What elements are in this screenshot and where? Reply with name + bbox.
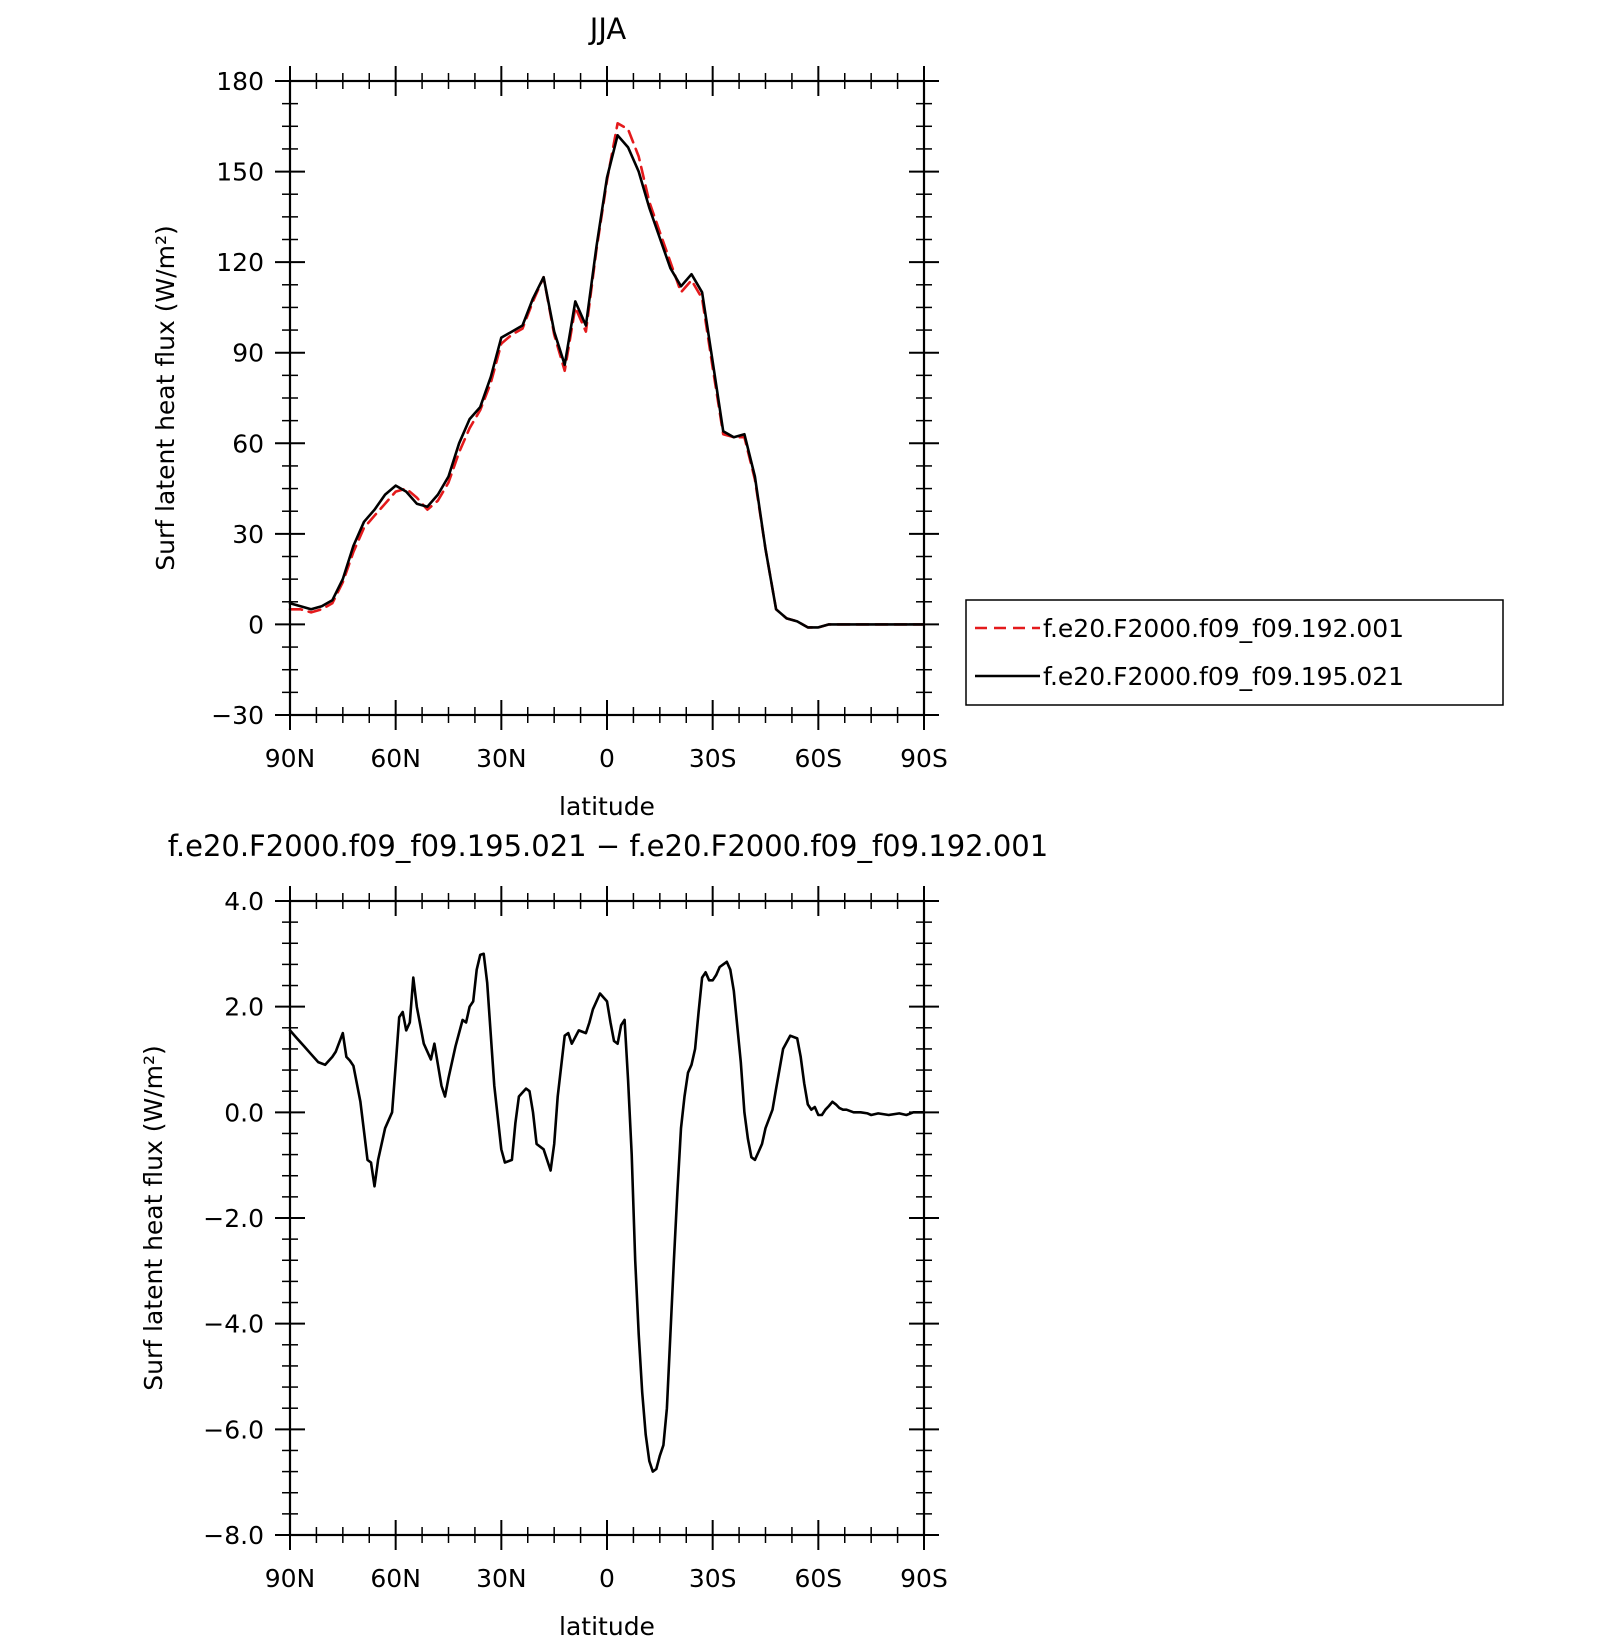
y-tick-label: −30 [211,701,264,730]
x-tick-label: 30S [689,1564,737,1593]
x-tick-label: 60N [370,1564,421,1593]
bottom-plot-frame [288,899,926,1537]
y-tick-label: −4.0 [203,1310,264,1339]
y-tick-label: 180 [216,67,264,96]
bottom-title: f.e20.F2000.f09_f09.195.021 − f.e20.F200… [168,829,1048,863]
top-plot-frame [288,79,926,717]
bottom-x-axis-label: latitude [559,1612,655,1641]
y-tick-label: 0 [248,610,264,639]
top-x-axis-label: latitude [559,792,655,821]
top-x-tick-labels: 90N 60N 30N 0 30S 60S 90S [265,744,948,773]
x-tick-label: 0 [599,1564,615,1593]
top-y-axis-label: Surf latent heat flux (W/m²) [151,225,180,570]
x-tick-label: 30N [476,744,527,773]
top-ticks [275,66,939,730]
x-tick-label: 60S [794,744,842,773]
x-tick-label: 90S [900,1564,948,1593]
x-tick-label: 0 [599,744,615,773]
x-tick-label: 60S [794,1564,842,1593]
legend-label-series-1: f.e20.F2000.f09_f09.192.001 [1043,614,1404,643]
y-tick-label: −8.0 [203,1521,264,1550]
bottom-panel: f.e20.F2000.f09_f09.195.021 − f.e20.F200… [139,829,1048,1641]
y-tick-label: −6.0 [203,1415,264,1444]
x-tick-label: 30N [476,1564,527,1593]
bottom-x-tick-labels: 90N 60N 30N 0 30S 60S 90S [265,1564,948,1593]
y-tick-label: 60 [232,429,264,458]
x-tick-label: 90N [265,744,316,773]
legend-label-series-2: f.e20.F2000.f09_f09.195.021 [1043,662,1404,691]
legend-box [965,599,1504,706]
top-series-group [288,122,926,629]
series-line-2 [288,134,926,629]
y-tick-label: 4.0 [224,887,264,916]
bottom-y-axis-label: Surf latent heat flux (W/m²) [139,1045,168,1390]
y-tick-label: 90 [232,339,264,368]
bottom-series-group [288,952,926,1473]
y-tick-label: 30 [232,520,264,549]
series-line-1 [288,122,926,629]
y-tick-label: 150 [216,158,264,187]
bottom-ticks [275,886,939,1550]
y-tick-label: 120 [216,248,264,277]
y-tick-label: 0.0 [224,1098,264,1127]
x-tick-label: 90S [900,744,948,773]
y-tick-label: −2.0 [203,1204,264,1233]
y-tick-label: 2.0 [224,993,264,1022]
bottom-y-tick-labels: −8.0 −6.0 −4.0 −2.0 0.0 2.0 4.0 [203,887,264,1550]
top-y-tick-labels: −30 0 30 60 90 120 150 180 [211,67,264,730]
series-line-1 [288,952,926,1473]
x-tick-label: 60N [370,744,421,773]
x-tick-label: 30S [689,744,737,773]
top-panel: JJA −30 0 30 60 90 120 150 180 90N 60N 30N 0 30S 60S… [151,12,1504,821]
x-tick-label: 90N [265,1564,316,1593]
legend: f.e20.F2000.f09_f09.192.001 f.e20.F2000.… [965,599,1504,706]
top-title: JJA [588,12,627,46]
